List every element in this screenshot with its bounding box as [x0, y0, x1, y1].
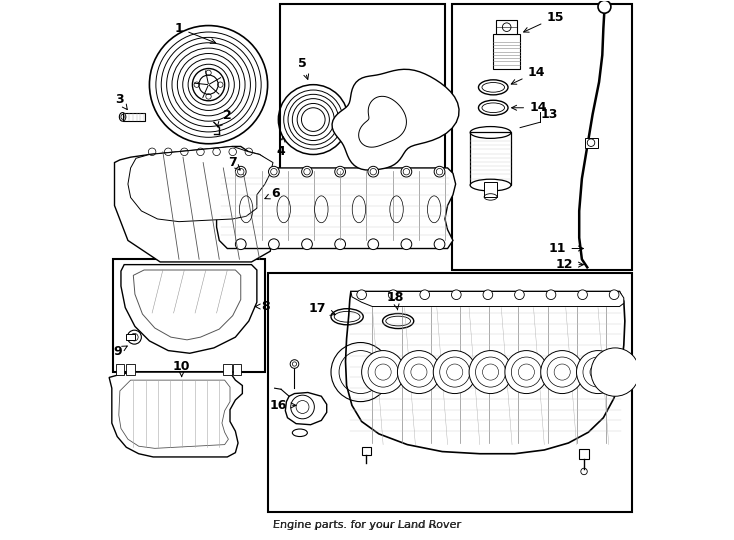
Circle shape — [434, 166, 445, 177]
Bar — [362, 447, 371, 455]
Text: 3: 3 — [115, 93, 127, 110]
Circle shape — [269, 239, 279, 249]
Bar — [484, 182, 497, 197]
Text: 6: 6 — [265, 187, 280, 200]
Bar — [115, 364, 124, 375]
Circle shape — [598, 1, 611, 13]
Text: 14: 14 — [512, 102, 547, 114]
Polygon shape — [115, 146, 273, 262]
Text: 13: 13 — [541, 107, 559, 121]
Circle shape — [388, 290, 398, 300]
Circle shape — [335, 239, 346, 249]
Circle shape — [515, 290, 524, 300]
Polygon shape — [332, 69, 459, 170]
Circle shape — [483, 290, 493, 300]
Circle shape — [469, 350, 512, 394]
Text: 7: 7 — [228, 156, 240, 170]
Circle shape — [290, 360, 299, 368]
Circle shape — [433, 350, 476, 394]
Text: Engine parts. for your Land Rover: Engine parts. for your Land Rover — [273, 520, 461, 530]
Polygon shape — [109, 372, 242, 457]
Text: 10: 10 — [173, 360, 190, 376]
Circle shape — [505, 350, 548, 394]
Circle shape — [192, 69, 225, 101]
Circle shape — [541, 350, 584, 394]
Text: 1: 1 — [175, 22, 216, 43]
Polygon shape — [217, 168, 456, 248]
Text: 12: 12 — [556, 258, 584, 271]
Bar — [579, 449, 589, 459]
Bar — [123, 113, 145, 121]
Circle shape — [128, 330, 142, 344]
Circle shape — [357, 290, 366, 300]
Polygon shape — [359, 96, 407, 147]
Circle shape — [236, 239, 246, 249]
Circle shape — [236, 166, 246, 177]
Text: 16: 16 — [269, 399, 296, 412]
Bar — [233, 364, 241, 375]
Circle shape — [362, 350, 404, 394]
Text: 17: 17 — [309, 302, 335, 315]
Circle shape — [335, 166, 346, 177]
Circle shape — [451, 290, 461, 300]
Bar — [223, 364, 232, 375]
Circle shape — [401, 239, 412, 249]
Bar — [280, 4, 445, 240]
Bar — [496, 20, 517, 33]
Polygon shape — [346, 292, 625, 454]
Bar — [126, 364, 135, 375]
Bar — [126, 334, 135, 340]
Text: 4: 4 — [277, 137, 286, 158]
Text: 11: 11 — [549, 242, 584, 255]
Polygon shape — [128, 146, 273, 221]
Bar — [584, 138, 598, 147]
Ellipse shape — [470, 179, 511, 191]
Circle shape — [546, 290, 556, 300]
Polygon shape — [121, 265, 257, 353]
Circle shape — [609, 290, 619, 300]
Polygon shape — [134, 270, 241, 340]
Bar — [268, 273, 632, 512]
Circle shape — [302, 239, 313, 249]
Text: Engine parts. for your Land Rover: Engine parts. for your Land Rover — [273, 520, 461, 530]
Circle shape — [434, 239, 445, 249]
Polygon shape — [351, 292, 624, 307]
Circle shape — [576, 350, 619, 394]
Bar — [113, 259, 265, 372]
Text: 8: 8 — [255, 300, 270, 313]
Text: 14: 14 — [512, 66, 545, 84]
Circle shape — [368, 239, 379, 249]
Text: 5: 5 — [298, 57, 308, 79]
Circle shape — [591, 348, 639, 396]
Text: 18: 18 — [387, 292, 404, 310]
Polygon shape — [286, 393, 327, 425]
Text: 9: 9 — [113, 345, 127, 358]
Bar — [470, 132, 511, 185]
Circle shape — [269, 166, 279, 177]
Text: 15: 15 — [523, 11, 564, 32]
Circle shape — [578, 290, 587, 300]
Circle shape — [397, 350, 440, 394]
Text: 2: 2 — [217, 109, 232, 127]
Polygon shape — [119, 380, 230, 448]
Circle shape — [368, 166, 379, 177]
Circle shape — [420, 290, 429, 300]
Circle shape — [401, 166, 412, 177]
Bar — [493, 33, 520, 69]
Bar — [452, 4, 632, 270]
Circle shape — [302, 166, 313, 177]
